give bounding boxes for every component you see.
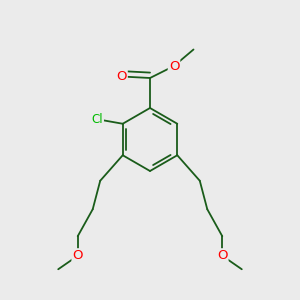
Text: O: O: [169, 59, 179, 73]
Text: O: O: [73, 249, 83, 262]
Text: O: O: [217, 249, 227, 262]
Text: Cl: Cl: [92, 113, 103, 126]
Text: O: O: [116, 70, 127, 83]
